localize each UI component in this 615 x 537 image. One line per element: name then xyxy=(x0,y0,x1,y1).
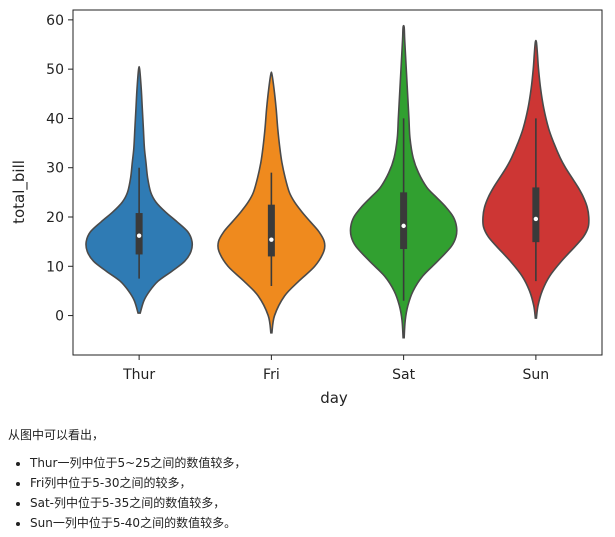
x-tick-label: Sun xyxy=(523,367,550,383)
y-tick-label: 50 xyxy=(46,62,64,78)
median-dot xyxy=(533,216,539,222)
x-tick-label: Thur xyxy=(122,367,155,383)
x-axis-label: day xyxy=(320,389,348,407)
median-dot xyxy=(401,223,406,229)
y-tick-label: 10 xyxy=(46,259,64,275)
iqr-box xyxy=(400,192,408,250)
violin-chart: 0 10 20 30 40 50 60 Thur Fri Sat Sun total_bill da… xyxy=(10,9,603,407)
list-item: Sun一列中位于5-40之间的数值较多。 xyxy=(30,514,608,532)
y-tick-label: 0 xyxy=(55,309,64,325)
notes-intro: 从图中可以看出， xyxy=(8,428,105,442)
notes-list: Thur一列中位于5~25之间的数值较多， Fri列中位于5-30之间的较多， … xyxy=(8,454,608,532)
x-tick-label: Fri xyxy=(263,367,280,383)
median-dot xyxy=(136,233,142,238)
y-axis-label: total_bill xyxy=(10,160,29,224)
y-tick-label: 60 xyxy=(46,13,64,29)
notes-section: 从图中可以看出， Thur一列中位于5~25之间的数值较多， Fri列中位于5-… xyxy=(8,426,608,534)
iqr-box xyxy=(267,204,275,257)
list-item: Thur一列中位于5~25之间的数值较多， xyxy=(30,454,608,472)
median-dot xyxy=(269,237,274,242)
x-tick-label: Sat xyxy=(392,367,415,383)
list-item: Fri列中位于5-30之间的较多， xyxy=(30,474,608,492)
plot-frame xyxy=(72,9,603,356)
y-tick-label: 40 xyxy=(46,111,64,127)
y-tick-label: 30 xyxy=(46,161,64,177)
iqr-box xyxy=(532,187,540,243)
y-tick-label: 20 xyxy=(46,210,64,226)
list-item: Sat-列中位于5-35之间的数值较多， xyxy=(30,494,608,512)
